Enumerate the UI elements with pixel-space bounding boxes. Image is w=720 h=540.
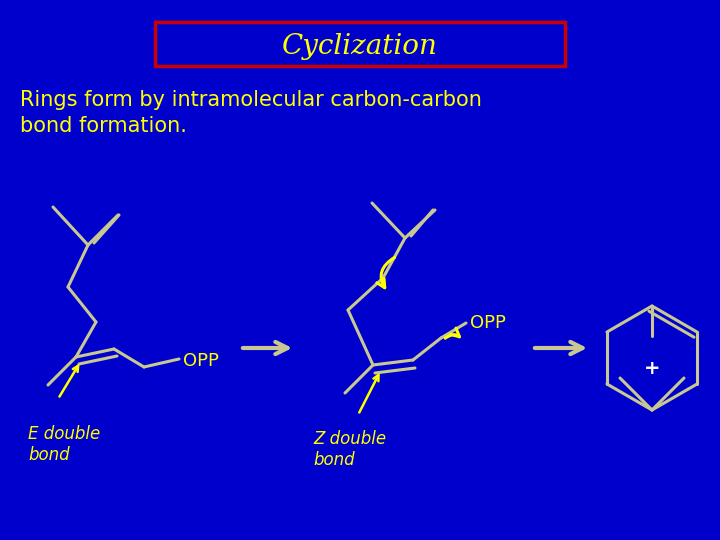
Text: +: + xyxy=(644,359,660,377)
Text: OPP: OPP xyxy=(470,314,506,332)
FancyBboxPatch shape xyxy=(155,22,565,66)
Text: E double
bond: E double bond xyxy=(28,425,100,464)
Text: Z double
bond: Z double bond xyxy=(313,430,386,469)
Text: OPP: OPP xyxy=(183,352,219,370)
Text: Cyclization: Cyclization xyxy=(282,32,438,59)
Text: Rings form by intramolecular carbon-carbon
bond formation.: Rings form by intramolecular carbon-carb… xyxy=(20,90,482,137)
